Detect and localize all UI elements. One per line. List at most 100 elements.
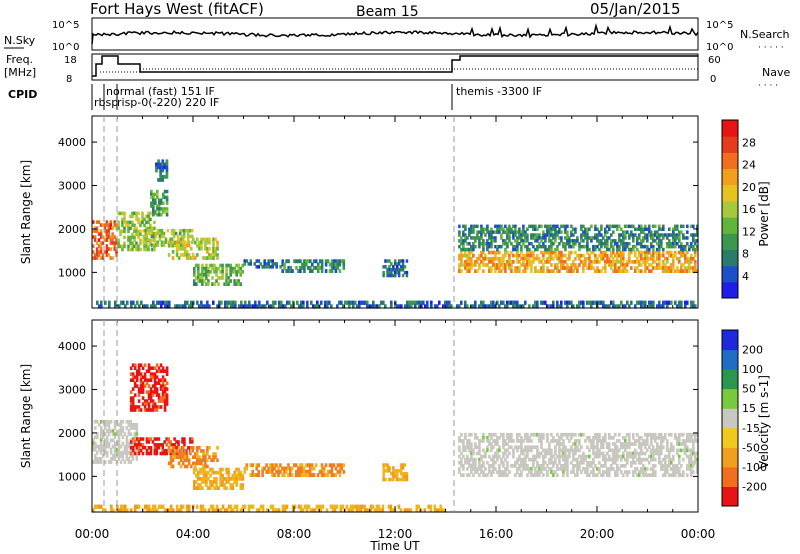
- heatmap-cell: [191, 437, 194, 441]
- heatmap-cell: [686, 300, 689, 305]
- heatmap-cell: [145, 220, 148, 225]
- heatmap-cell: [149, 448, 153, 453]
- heatmap-cell: [165, 508, 169, 513]
- heatmap-cell: [576, 460, 579, 465]
- heatmap-cell: [680, 266, 683, 270]
- heatmap-cell: [127, 444, 131, 449]
- heatmap-cell: [506, 263, 509, 267]
- heatmap-cell: [544, 451, 547, 456]
- heatmap-cell: [131, 241, 134, 246]
- heatmap-cell: [490, 436, 493, 440]
- heatmap-cell: [552, 227, 555, 231]
- time-axis-labels: 00:00 04:00 08:00 12:00 16:00 20:00 00:00: [75, 527, 716, 541]
- heatmap-cell: [133, 223, 136, 228]
- heatmap-cell: [666, 467, 669, 471]
- heatmap-cell: [306, 304, 309, 309]
- heatmap-cell: [486, 244, 489, 249]
- heatmap-cell: [506, 250, 509, 255]
- heatmap-cell: [488, 250, 491, 255]
- heatmap-cell: [642, 442, 645, 446]
- heatmap-cell: [186, 234, 190, 239]
- heatmap-cell: [598, 239, 601, 243]
- heatmap-cell: [668, 244, 671, 249]
- heatmap-cell: [472, 451, 475, 456]
- heatmap-cell: [656, 445, 659, 450]
- heatmap-cell: [163, 508, 167, 513]
- heatmap-cell: [137, 217, 140, 222]
- heatmap-cell: [636, 467, 639, 471]
- heatmap-cell: [564, 236, 567, 240]
- heatmap-cell: [111, 232, 114, 236]
- heatmap-cell: [582, 266, 585, 270]
- heatmap-cell: [205, 276, 208, 280]
- heatmap-cell: [498, 304, 501, 309]
- heatmap-cell: [478, 266, 481, 270]
- heatmap-cell: [201, 480, 204, 484]
- heatmap-cell: [546, 266, 549, 270]
- heatmap-cell: [600, 227, 603, 231]
- heatmap-cell: [588, 464, 591, 468]
- heatmap-cell: [588, 266, 591, 270]
- heatmap-cell: [158, 231, 162, 236]
- heatmap-cell: [183, 449, 187, 453]
- heatmap-cell: [97, 460, 101, 464]
- heatmap-cell: [287, 473, 290, 477]
- heatmap-cell: [560, 230, 563, 234]
- heatmap-cell: [223, 477, 226, 481]
- heatmap-cell: [558, 460, 561, 465]
- heatmap-cell: [628, 470, 631, 474]
- heatmap-cell: [528, 253, 531, 258]
- heatmap-cell: [95, 229, 99, 233]
- heatmap-cell: [662, 436, 665, 440]
- heatmap-cell: [158, 234, 162, 239]
- heatmap-cell: [197, 269, 200, 274]
- heatmap-cell: [177, 452, 181, 456]
- heatmap-cell: [157, 381, 161, 385]
- heatmap-cell: [624, 445, 627, 450]
- heatmap-cell: [658, 227, 661, 231]
- heatmap-cell: [227, 473, 230, 478]
- heatmap-cell: [145, 448, 149, 453]
- heatmap-cell: [205, 473, 208, 478]
- heatmap-cell: [538, 233, 541, 237]
- heatmap-cell: [105, 235, 109, 239]
- colorbar-segment: [722, 217, 738, 234]
- heatmap-cell: [149, 390, 153, 394]
- heatmap-cell: [157, 162, 160, 167]
- heatmap-cell: [258, 300, 261, 305]
- heatmap-cell: [608, 224, 611, 229]
- heatmap-cell: [470, 227, 473, 231]
- heatmap-cell: [652, 451, 655, 456]
- heatmap-cell: [131, 214, 134, 219]
- heatmap-cell: [472, 242, 475, 246]
- heatmap-cell: [127, 223, 130, 228]
- heatmap-cell: [227, 504, 231, 509]
- heatmap-cell: [129, 405, 133, 409]
- heatmap-cell: [580, 227, 583, 231]
- heatmap-cell: [154, 231, 158, 236]
- heatmap-cell: [99, 229, 103, 233]
- heatmap-cell: [336, 463, 340, 468]
- heatmap-cell: [172, 231, 176, 236]
- heatmap-cell: [301, 262, 304, 267]
- heatmap-cell: [245, 259, 249, 263]
- heatmap-cell: [115, 223, 118, 227]
- heatmap-cell: [516, 460, 519, 465]
- heatmap-cell: [159, 165, 162, 170]
- heatmap-cell: [212, 237, 215, 242]
- heatmap-cell: [429, 508, 433, 513]
- heatmap-cell: [586, 473, 589, 477]
- heatmap-cell: [179, 243, 183, 248]
- heatmap-cell: [518, 269, 521, 273]
- heatmap-cell: [129, 390, 133, 394]
- heatmap-cell: [490, 445, 493, 450]
- heatmap-cell: [139, 241, 142, 246]
- heatmap-cell: [155, 369, 159, 373]
- heatmap-cell: [556, 263, 559, 267]
- heatmap-cell: [396, 270, 399, 275]
- heatmap-cell: [95, 250, 99, 254]
- heatmap-cell: [584, 263, 587, 267]
- heatmap-cell: [630, 224, 633, 229]
- heatmap-cell: [392, 474, 395, 479]
- heatmap-cell: [474, 442, 477, 446]
